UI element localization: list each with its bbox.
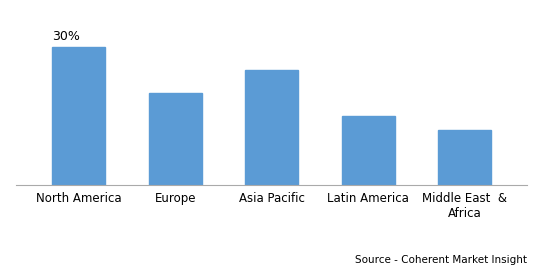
Bar	[52, 47, 105, 185]
Bar	[342, 116, 395, 185]
Text: Source - Coherent Market Insight: Source - Coherent Market Insight	[355, 255, 527, 265]
Bar	[148, 93, 202, 185]
Text: 30%: 30%	[52, 30, 80, 43]
Bar	[245, 70, 298, 185]
Bar	[438, 130, 491, 185]
